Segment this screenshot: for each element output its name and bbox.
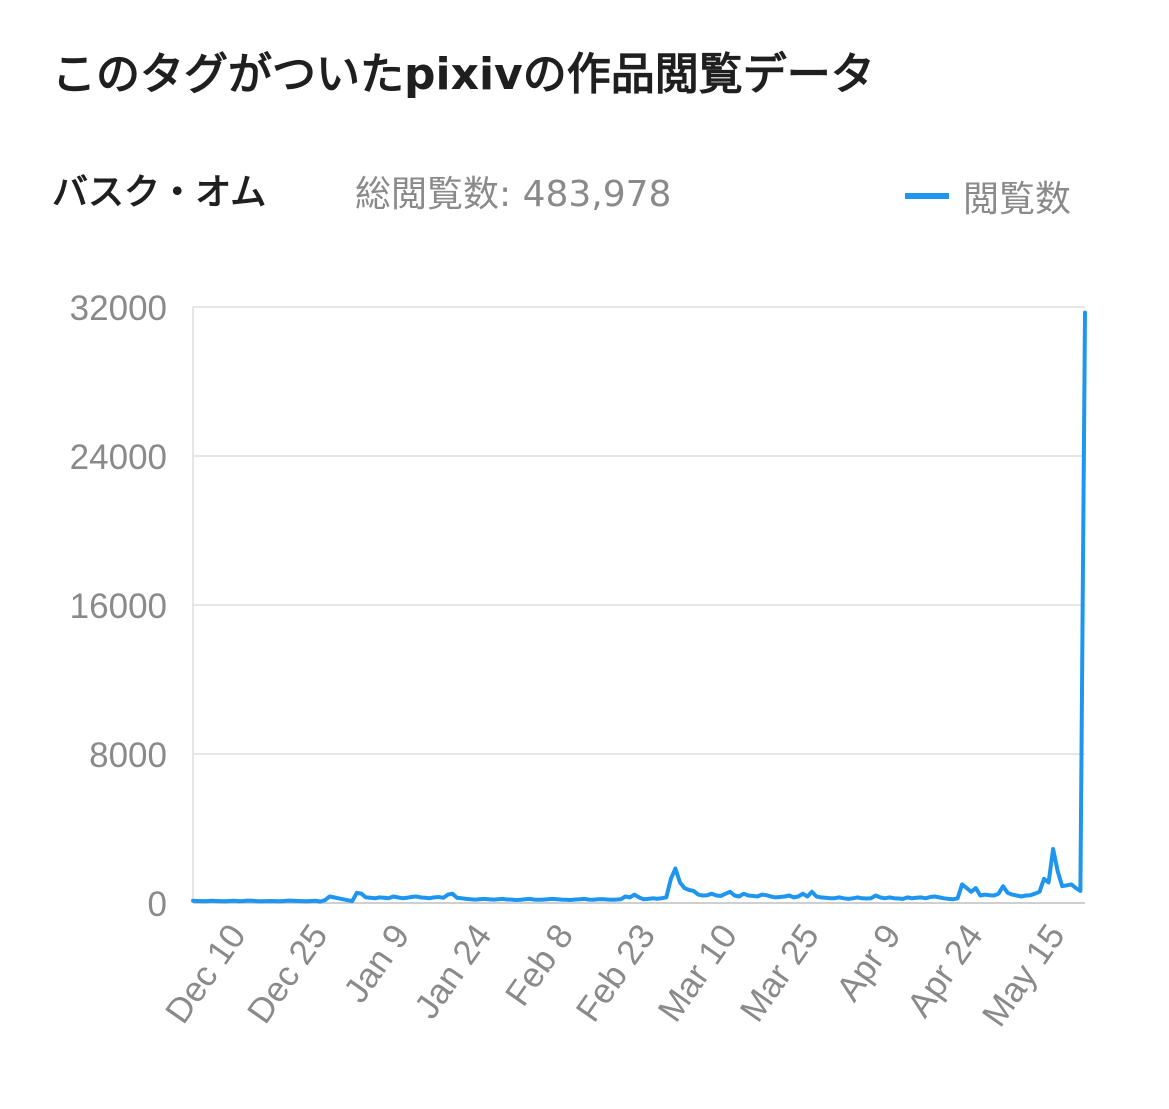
x-tick-label: Feb 23 <box>569 917 663 1029</box>
y-tick-label: 0 <box>148 885 167 924</box>
x-tick-label: Dec 25 <box>240 917 336 1030</box>
chart-grid <box>192 306 1085 904</box>
chart-series <box>191 310 1087 904</box>
series-line-views <box>191 310 1087 904</box>
x-tick-label: Mar 25 <box>732 917 826 1029</box>
y-tick-label: 8000 <box>89 736 167 775</box>
x-tick-label: Jan 24 <box>407 917 499 1025</box>
tag-name: バスク・オム <box>52 172 267 213</box>
x-tick-label: Feb 8 <box>498 917 581 1013</box>
y-tick-label: 32000 <box>70 289 167 328</box>
y-tick-label: 16000 <box>70 587 167 626</box>
x-tick-label: Apr 9 <box>829 917 909 1008</box>
legend-swatch <box>905 193 949 199</box>
y-axis-ticks: 0 8000 16000 24000 32000 <box>70 289 167 924</box>
x-tick-label: Mar 10 <box>651 917 745 1029</box>
page-title: このタグがついたpixivの作品閲覧データ <box>52 49 875 100</box>
x-tick-label: Jan 9 <box>336 917 417 1010</box>
y-tick-label: 24000 <box>70 438 167 477</box>
x-tick-label: May 15 <box>975 917 1073 1033</box>
chart-legend: 閲覧数 <box>905 170 1071 222</box>
x-tick-label: Dec 10 <box>158 917 254 1030</box>
total-views: 総閲覧数: 483,978 <box>355 174 672 215</box>
legend-label: 閲覧数 <box>963 179 1072 220</box>
